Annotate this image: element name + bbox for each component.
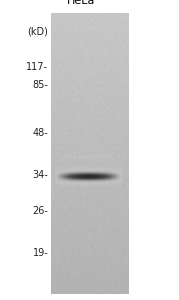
Text: 34-: 34-: [33, 170, 48, 181]
Text: 48-: 48-: [33, 128, 48, 139]
Text: 117-: 117-: [26, 62, 48, 73]
Text: (kD): (kD): [27, 26, 48, 37]
Text: 26-: 26-: [32, 206, 48, 217]
Text: 19-: 19-: [33, 248, 48, 259]
Text: HeLa: HeLa: [67, 0, 95, 6]
Text: 85-: 85-: [32, 80, 48, 91]
